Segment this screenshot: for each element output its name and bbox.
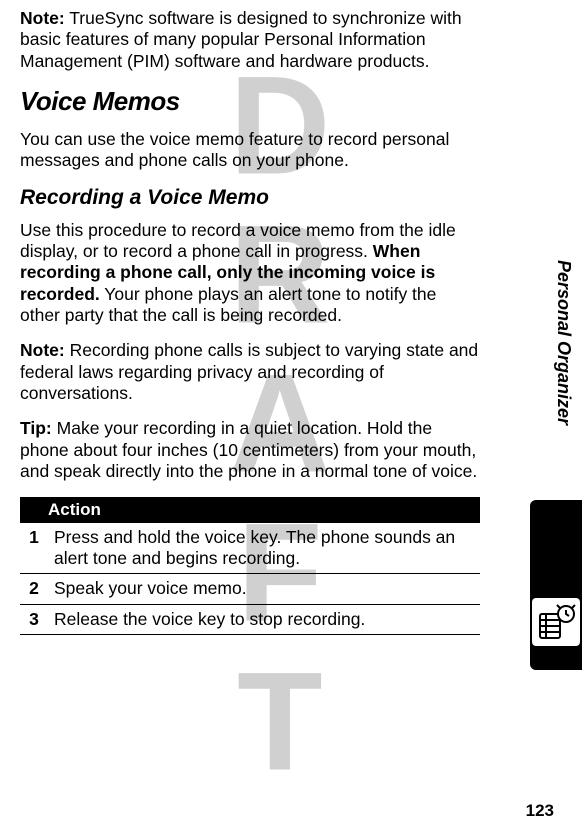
step-text: Release the voice key to stop recording. (48, 604, 480, 634)
page-number: 123 (526, 801, 554, 821)
action-table: Action 1 Press and hold the voice key. T… (20, 497, 480, 635)
table-row: 1 Press and hold the voice key. The phon… (20, 523, 480, 574)
note2-text: Recording phone calls is subject to vary… (20, 340, 478, 403)
note-truesync: Note: TrueSync software is designed to s… (20, 8, 480, 72)
step-text: Press and hold the voice key. The phone … (48, 523, 480, 574)
page-content: Note: TrueSync software is designed to s… (0, 0, 510, 635)
tip-text: Make your recording in a quiet location.… (20, 418, 477, 481)
note-text: TrueSync software is designed to synchro… (20, 8, 462, 71)
heading-voice-memos: Voice Memos (20, 86, 480, 117)
table-header: Action (20, 497, 480, 523)
side-section-label: Personal Organizer (553, 260, 574, 425)
table-row: 2 Speak your voice memo. (20, 574, 480, 604)
tip-recording: Tip: Make your recording in a quiet loca… (20, 418, 480, 482)
step-number: 2 (20, 574, 48, 604)
table-header-row: Action (20, 497, 480, 523)
tip-label: Tip: (20, 418, 52, 438)
organizer-icon (532, 598, 580, 646)
para-intro: You can use the voice memo feature to re… (20, 129, 480, 172)
table-row: 3 Release the voice key to stop recordin… (20, 604, 480, 634)
note2-label: Note: (20, 340, 65, 360)
note-recording-laws: Note: Recording phone calls is subject t… (20, 340, 480, 404)
step-number: 3 (20, 604, 48, 634)
para-procedure: Use this procedure to record a voice mem… (20, 220, 480, 327)
step-text: Speak your voice memo. (48, 574, 480, 604)
note-label: Note: (20, 8, 65, 28)
heading-recording: Recording a Voice Memo (20, 186, 480, 210)
step-number: 1 (20, 523, 48, 574)
